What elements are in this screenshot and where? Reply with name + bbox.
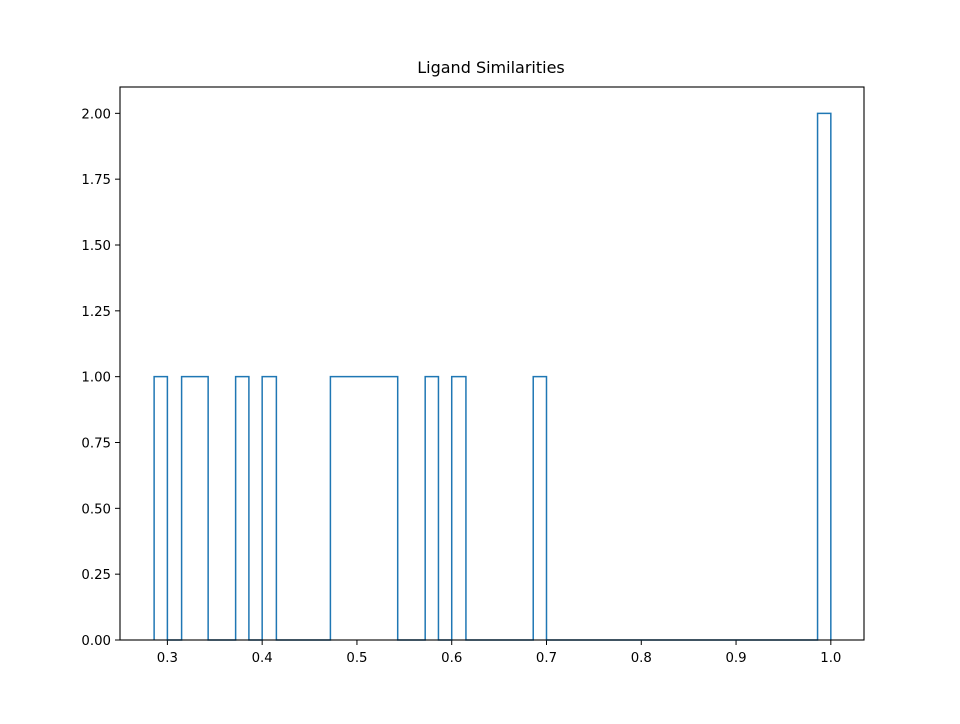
y-axis-ticks: 0.00 0.25 0.50 0.75 1.00 1.25 1.50 1.75 2.00 xyxy=(81,107,120,649)
histogram-bin xyxy=(818,113,831,640)
y-tick-label: 0.50 xyxy=(81,502,111,517)
x-tick-label: 1.0 xyxy=(820,651,841,666)
chart-title: Ligand Similarities xyxy=(417,58,565,77)
y-tick-label: 2.00 xyxy=(81,107,111,122)
x-tick-label: 0.7 xyxy=(536,651,557,666)
y-tick-label: 0.25 xyxy=(81,568,111,583)
x-tick-label: 0.9 xyxy=(725,651,746,666)
histogram-series xyxy=(153,112,832,641)
histogram-bin xyxy=(182,377,209,640)
y-tick-label: 0.75 xyxy=(81,437,111,452)
y-tick-label: 1.00 xyxy=(81,371,111,386)
histogram-bin xyxy=(154,377,167,640)
y-tick-label: 1.50 xyxy=(81,239,111,254)
y-tick-label: 0.00 xyxy=(81,634,111,649)
histogram-bin xyxy=(533,377,546,640)
x-tick-label: 0.6 xyxy=(441,651,462,666)
histogram-bin xyxy=(236,377,249,640)
histogram-bin xyxy=(262,377,276,640)
x-tick-label: 0.3 xyxy=(157,651,178,666)
histogram-step-outline xyxy=(153,112,832,641)
histogram-bin xyxy=(452,377,466,640)
axes-frame xyxy=(119,86,865,641)
histogram-bin xyxy=(330,377,397,640)
x-tick-label: 0.8 xyxy=(631,651,652,666)
y-tick-label: 1.25 xyxy=(81,305,111,320)
y-tick-label: 1.75 xyxy=(81,173,111,188)
x-tick-label: 0.4 xyxy=(252,651,273,666)
x-tick-label: 0.5 xyxy=(346,651,367,666)
x-axis-ticks: 0.3 0.4 0.5 0.6 0.7 0.8 0.9 1.0 xyxy=(157,640,841,666)
histogram-bin xyxy=(425,377,438,640)
